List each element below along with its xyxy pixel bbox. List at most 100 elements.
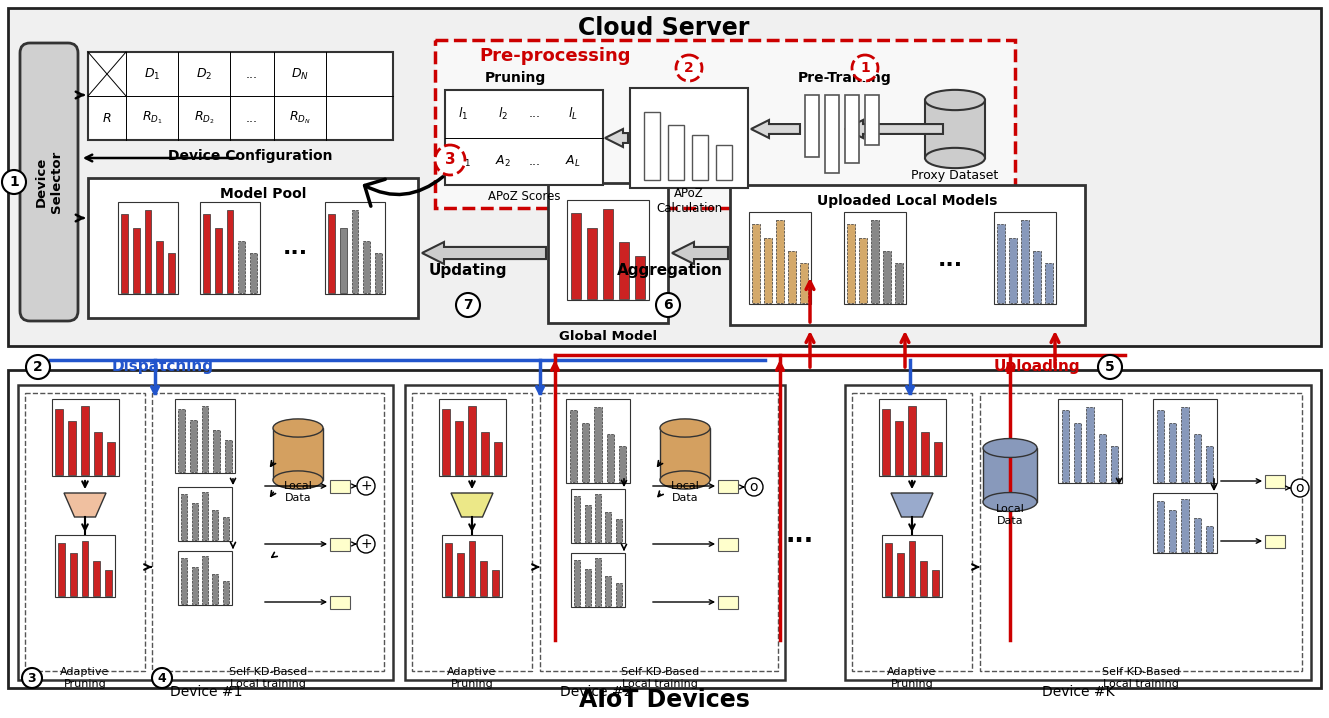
Text: Cloud Server: Cloud Server [578,16,750,40]
FancyBboxPatch shape [226,210,234,293]
Polygon shape [605,129,629,147]
Text: Global Model: Global Model [560,330,657,343]
FancyBboxPatch shape [1086,406,1094,482]
FancyBboxPatch shape [213,510,218,540]
FancyBboxPatch shape [921,432,929,475]
FancyBboxPatch shape [121,214,128,293]
FancyBboxPatch shape [1111,446,1119,482]
FancyBboxPatch shape [645,112,661,180]
FancyBboxPatch shape [1156,501,1164,552]
FancyBboxPatch shape [1265,535,1285,548]
FancyBboxPatch shape [1062,410,1069,482]
Polygon shape [64,493,106,517]
FancyBboxPatch shape [443,409,449,475]
FancyBboxPatch shape [692,135,708,180]
Text: $l_L$: $l_L$ [567,106,578,122]
Text: ...: ... [246,67,258,80]
FancyBboxPatch shape [897,553,904,596]
FancyBboxPatch shape [1046,264,1053,303]
FancyBboxPatch shape [1193,434,1201,482]
FancyBboxPatch shape [94,432,102,475]
FancyBboxPatch shape [223,581,229,604]
FancyBboxPatch shape [1170,423,1176,482]
FancyBboxPatch shape [800,264,808,303]
FancyBboxPatch shape [157,241,163,293]
FancyBboxPatch shape [330,538,350,551]
FancyBboxPatch shape [1156,410,1164,482]
FancyBboxPatch shape [661,428,710,480]
Text: $l_1$: $l_1$ [459,106,468,122]
FancyBboxPatch shape [860,238,867,303]
FancyBboxPatch shape [238,241,245,293]
Polygon shape [672,242,728,264]
FancyBboxPatch shape [469,541,476,596]
FancyBboxPatch shape [225,440,231,472]
FancyBboxPatch shape [118,202,178,294]
FancyBboxPatch shape [88,52,393,140]
Text: $R_{D_2}$: $R_{D_2}$ [194,110,214,126]
Text: 1: 1 [9,175,19,189]
FancyBboxPatch shape [585,569,590,606]
FancyBboxPatch shape [998,224,1005,303]
FancyBboxPatch shape [582,423,589,482]
FancyBboxPatch shape [181,558,187,604]
Circle shape [746,478,763,496]
FancyBboxPatch shape [764,238,772,303]
FancyBboxPatch shape [58,544,65,596]
FancyBboxPatch shape [566,399,630,483]
Circle shape [3,170,27,194]
Ellipse shape [661,471,710,489]
FancyBboxPatch shape [468,406,476,475]
FancyBboxPatch shape [181,494,187,540]
Text: Self KD-Based
Local training: Self KD-Based Local training [229,667,307,689]
FancyBboxPatch shape [1207,526,1213,552]
FancyBboxPatch shape [635,256,645,299]
FancyBboxPatch shape [340,228,347,293]
FancyBboxPatch shape [68,421,76,475]
FancyBboxPatch shape [668,125,684,180]
Text: $A_L$: $A_L$ [565,154,581,169]
FancyBboxPatch shape [619,446,626,482]
Circle shape [852,55,878,81]
FancyBboxPatch shape [595,494,601,542]
FancyBboxPatch shape [1181,406,1188,482]
FancyBboxPatch shape [481,432,489,475]
FancyBboxPatch shape [1170,510,1176,552]
Text: 5: 5 [1106,360,1115,374]
Text: 2: 2 [33,360,43,374]
FancyBboxPatch shape [330,480,350,493]
FancyBboxPatch shape [363,241,369,293]
FancyBboxPatch shape [1099,434,1106,482]
Text: APoZ
Calculation: APoZ Calculation [657,187,722,215]
FancyBboxPatch shape [81,406,89,475]
FancyBboxPatch shape [605,576,611,606]
Text: Device
Selector: Device Selector [35,151,62,213]
Text: 4: 4 [158,671,166,684]
Polygon shape [845,120,944,138]
Circle shape [456,293,480,317]
FancyBboxPatch shape [825,95,839,173]
Text: 1: 1 [860,61,870,75]
FancyBboxPatch shape [330,596,350,609]
FancyBboxPatch shape [776,220,784,303]
Text: $A_2$: $A_2$ [496,154,510,169]
FancyBboxPatch shape [250,253,256,293]
FancyBboxPatch shape [1074,423,1082,482]
Text: Uploaded Local Models: Uploaded Local Models [817,194,998,208]
Text: Proxy Dataset: Proxy Dataset [912,169,998,182]
FancyBboxPatch shape [983,448,1037,502]
FancyBboxPatch shape [570,410,577,482]
FancyBboxPatch shape [202,406,209,472]
Text: Uploading: Uploading [993,360,1080,375]
Circle shape [1290,479,1309,497]
FancyBboxPatch shape [443,535,502,597]
FancyBboxPatch shape [88,178,419,318]
FancyBboxPatch shape [1154,399,1217,483]
Text: +: + [360,537,372,551]
FancyBboxPatch shape [190,420,197,472]
FancyBboxPatch shape [52,399,118,476]
Circle shape [676,55,702,81]
FancyBboxPatch shape [54,535,116,597]
FancyBboxPatch shape [145,210,152,293]
FancyBboxPatch shape [574,560,581,606]
